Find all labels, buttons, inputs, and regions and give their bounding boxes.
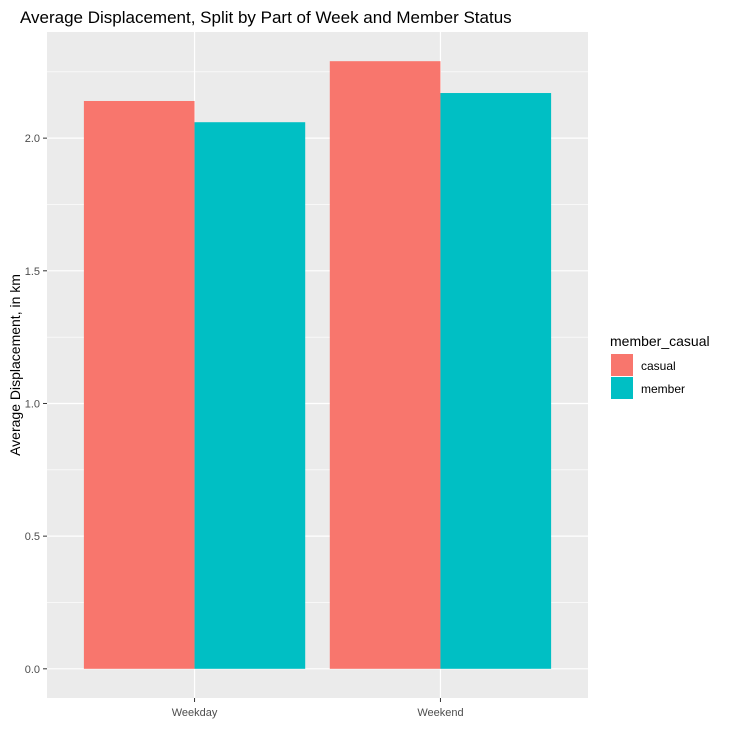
y-axis: 0.0 0.5 1.0 1.5 2.0	[25, 133, 47, 676]
x-axis: Weekday Weekend	[172, 698, 464, 719]
legend-label-member: member	[641, 382, 685, 396]
bar-weekday-casual	[83, 100, 195, 669]
legend-label-casual: casual	[641, 359, 676, 373]
y-tick-label: 0.5	[25, 531, 40, 543]
y-tick-label: 2.0	[25, 133, 40, 145]
y-tick-label: 0.0	[25, 664, 40, 676]
legend-title: member_casual	[610, 333, 710, 349]
x-tick-label: Weekday	[172, 707, 218, 719]
y-tick-label: 1.0	[25, 398, 40, 410]
y-axis-title: Average Displacement, in km	[7, 274, 23, 456]
legend-items: casual member	[611, 354, 685, 399]
legend: member_casual casual member	[610, 333, 710, 399]
bars	[83, 61, 552, 669]
bar-weekend-casual	[329, 61, 441, 669]
chart-title: Average Displacement, Split by Part of W…	[20, 8, 512, 27]
x-tick-label: Weekend	[417, 707, 463, 719]
legend-key-member	[611, 377, 633, 399]
bar-weekend-member	[440, 93, 552, 669]
bar-weekday-member	[194, 122, 306, 669]
y-tick-label: 1.5	[25, 266, 40, 278]
legend-key-casual	[611, 354, 633, 376]
